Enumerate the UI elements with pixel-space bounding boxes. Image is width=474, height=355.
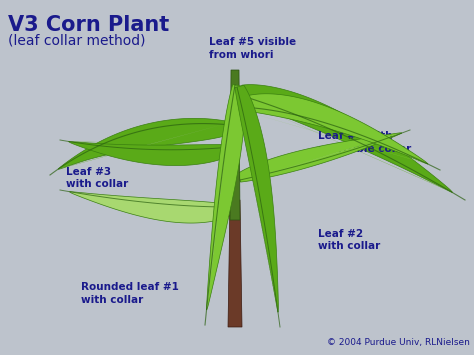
Text: Leaf #3
with collar: Leaf #3 with collar — [66, 167, 128, 189]
Text: Leaf #2
with collar: Leaf #2 with collar — [318, 229, 380, 251]
Text: Rounded leaf #1
with collar: Rounded leaf #1 with collar — [81, 282, 178, 305]
Text: Leaf #5 visible
from whori: Leaf #5 visible from whori — [209, 37, 296, 60]
Text: (leaf collar method): (leaf collar method) — [8, 33, 146, 47]
Text: Leaf #4 with
no visible collar: Leaf #4 with no visible collar — [318, 131, 411, 154]
Polygon shape — [228, 200, 242, 327]
Polygon shape — [230, 70, 240, 220]
Text: © 2004 Purdue Univ, RLNielsen: © 2004 Purdue Univ, RLNielsen — [327, 338, 470, 347]
Text: V3 Corn Plant: V3 Corn Plant — [8, 15, 169, 35]
